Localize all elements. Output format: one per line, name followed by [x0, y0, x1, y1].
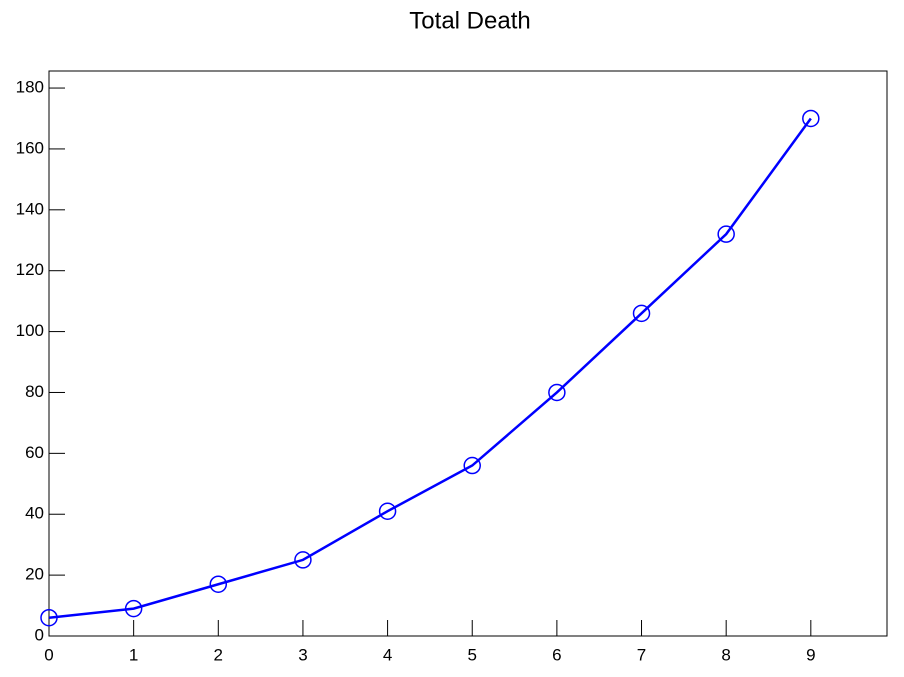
plot-frame [48, 70, 888, 637]
x-tick-label: 2 [214, 645, 223, 664]
y-tick-label: 120 [16, 260, 44, 279]
data-point [294, 551, 312, 569]
y-tick-label: 40 [25, 504, 44, 523]
y-tick-label: 160 [16, 138, 44, 157]
y-tick-label: 140 [16, 199, 44, 218]
chart-title: Total Death [409, 7, 530, 34]
y-tick-label: 100 [16, 321, 44, 340]
series-line [48, 117, 812, 619]
data-point [209, 575, 228, 593]
data-point [40, 608, 58, 627]
data-point [717, 225, 735, 243]
y-tick-label: 20 [25, 565, 44, 584]
y-tick-label: 80 [25, 382, 44, 401]
x-tick-label: 0 [44, 645, 53, 664]
y-tick-label: 180 [16, 78, 44, 97]
x-tick-label: 4 [383, 645, 392, 664]
data-point [463, 456, 481, 475]
x-tick-label: 8 [721, 645, 730, 664]
data-point [124, 599, 143, 618]
y-tick-label: 0 [35, 625, 44, 644]
x-tick-label: 1 [129, 645, 138, 664]
x-tick-label: 3 [298, 645, 307, 664]
data-point [632, 304, 651, 323]
x-tick-label: 9 [806, 645, 815, 664]
x-tick-label: 5 [467, 645, 476, 664]
x-tick-label: 7 [637, 645, 646, 664]
data-point [548, 383, 566, 402]
x-tick-label: 6 [552, 645, 561, 664]
y-tick-label: 60 [25, 443, 44, 462]
data-point [378, 502, 397, 520]
data-point [802, 109, 820, 128]
